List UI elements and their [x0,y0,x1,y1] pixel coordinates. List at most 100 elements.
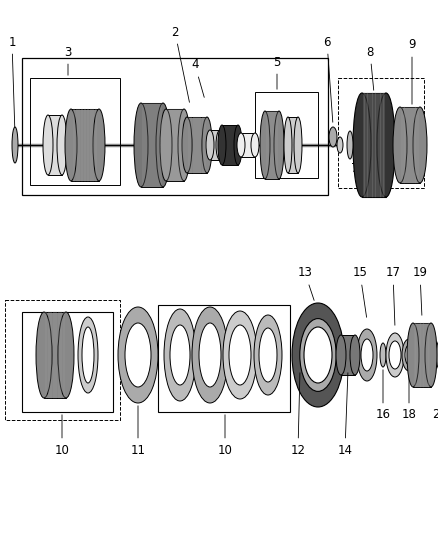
Text: 14: 14 [338,373,353,456]
Text: 15: 15 [353,266,367,317]
Ellipse shape [274,111,284,179]
Ellipse shape [347,131,353,159]
Bar [5,300,120,420]
Bar [241,133,255,157]
Ellipse shape [377,93,395,197]
Ellipse shape [206,130,214,160]
Ellipse shape [353,93,371,197]
Ellipse shape [82,327,94,383]
Bar [338,78,424,188]
Text: 12: 12 [290,373,305,456]
Text: 7: 7 [351,161,359,174]
Ellipse shape [436,337,438,373]
Ellipse shape [160,109,172,181]
Ellipse shape [223,311,257,399]
Bar [22,58,328,195]
Ellipse shape [58,312,74,398]
Ellipse shape [336,335,346,375]
Ellipse shape [413,107,427,183]
Text: 5: 5 [273,55,281,89]
Ellipse shape [259,328,277,382]
Ellipse shape [36,312,52,398]
Ellipse shape [386,333,404,377]
Ellipse shape [134,103,148,187]
Text: 10: 10 [55,415,70,456]
Ellipse shape [12,127,18,163]
Text: 1: 1 [8,36,16,132]
Text: 16: 16 [375,370,391,422]
Ellipse shape [296,341,304,369]
Text: 13: 13 [297,266,314,301]
Bar [187,117,207,173]
Ellipse shape [254,315,282,395]
Ellipse shape [292,303,344,407]
Ellipse shape [300,319,336,391]
Text: 18: 18 [402,370,417,422]
Ellipse shape [218,125,226,165]
Ellipse shape [234,125,242,165]
Ellipse shape [199,323,221,387]
Ellipse shape [229,325,251,385]
Text: 6: 6 [323,36,333,122]
Ellipse shape [192,307,228,403]
Ellipse shape [294,117,302,173]
Ellipse shape [216,130,224,160]
Ellipse shape [329,127,337,147]
Ellipse shape [405,345,413,365]
Ellipse shape [304,327,332,383]
Text: 20: 20 [433,370,438,422]
Ellipse shape [425,323,437,387]
Ellipse shape [78,317,98,393]
Ellipse shape [57,115,67,175]
Bar [166,109,184,181]
Text: 8: 8 [366,45,374,90]
Bar [222,125,238,165]
Ellipse shape [178,109,190,181]
Ellipse shape [402,339,416,371]
Bar [30,78,120,185]
Bar [22,312,113,412]
Bar [400,107,420,183]
Text: 2: 2 [171,26,190,102]
Text: 11: 11 [131,406,145,456]
Text: 9: 9 [408,38,416,104]
Ellipse shape [164,309,196,401]
Ellipse shape [380,343,386,367]
Ellipse shape [407,323,419,387]
Ellipse shape [237,133,245,157]
Ellipse shape [182,117,192,173]
Ellipse shape [251,133,259,157]
Ellipse shape [156,103,170,187]
Ellipse shape [361,339,373,371]
Ellipse shape [118,307,158,403]
Ellipse shape [125,323,151,387]
Bar [413,323,431,387]
Ellipse shape [284,117,292,173]
Ellipse shape [393,107,407,183]
Bar [255,92,318,178]
Bar [265,111,279,179]
Text: 19: 19 [413,266,427,315]
Ellipse shape [337,137,343,153]
Ellipse shape [389,341,401,369]
Ellipse shape [93,109,105,181]
Text: 17: 17 [385,266,400,325]
Ellipse shape [350,335,360,375]
Text: 3: 3 [64,45,72,75]
Bar [71,109,99,181]
Ellipse shape [65,109,77,181]
Bar [341,335,355,375]
Ellipse shape [170,325,190,385]
Bar [288,117,298,173]
Ellipse shape [357,329,377,381]
Ellipse shape [202,117,212,173]
Bar [158,305,290,412]
Bar [44,312,66,398]
Bar [141,103,163,187]
Bar [362,93,386,197]
Text: 10: 10 [218,415,233,456]
Ellipse shape [43,115,53,175]
Ellipse shape [260,111,270,179]
Bar [210,130,220,160]
Text: 4: 4 [191,59,204,98]
